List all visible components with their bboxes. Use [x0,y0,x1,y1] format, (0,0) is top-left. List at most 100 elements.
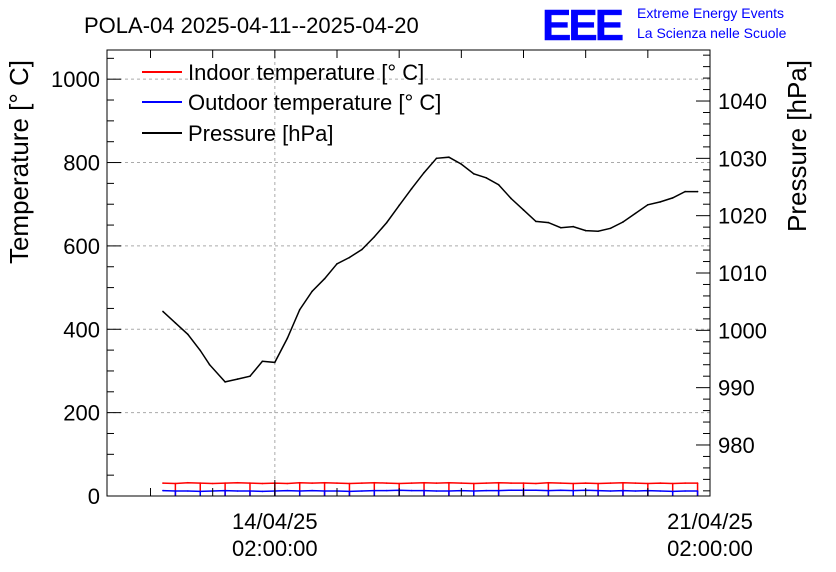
y2-tick-label: 1030 [718,146,767,171]
y2-tick-label: 1040 [718,89,767,114]
y2-tick-label: 980 [718,433,755,458]
data-point [535,482,537,485]
eee-logo-mark: EEE [542,1,623,50]
y-tick-label: 800 [63,151,100,176]
data-point [560,226,562,229]
x-tick-label-time: 02:00:00 [667,536,753,561]
data-point [497,183,500,186]
data-point [410,482,413,484]
data-point [622,221,624,223]
data-point [311,489,313,492]
legend-label-outdoor: Outdoor temperature [° C] [188,90,441,115]
data-point [634,482,637,484]
data-point [510,197,512,200]
data-point [199,349,202,352]
data-point [236,378,239,380]
series-indoor [162,481,699,496]
data-point [535,489,537,491]
data-point [274,361,276,364]
y2-axis-label: Pressure [hPa] [782,60,812,232]
data-point [398,204,400,207]
data-point [472,173,475,175]
data-point [162,489,164,492]
x-tick-label-date: 21/04/25 [667,509,753,534]
y2-tick-label: 1000 [718,318,767,343]
legend-label-pressure: Pressure [hPa] [188,121,334,146]
data-point [261,482,264,485]
data-point [385,221,388,224]
series-pressure [162,156,699,383]
data-point [435,490,438,492]
data-point [174,322,177,324]
data-point [162,482,164,484]
data-point [311,290,313,293]
y-tick-label: 200 [63,401,100,426]
data-point [361,248,363,251]
data-point [211,482,214,485]
data-point [311,482,313,484]
eee-logo: EEE Extreme Energy Events La Scienza nel… [542,1,787,51]
series-line [162,156,698,383]
data-point [684,190,686,193]
data-point [323,277,326,280]
data-point [584,229,587,232]
x-tick-label-date: 14/04/25 [232,509,318,534]
data-point [261,360,264,363]
data-point [485,482,488,484]
data-point [385,482,388,484]
chart-title: POLA-04 2025-04-11--2025-04-20 [84,13,419,38]
data-point [609,482,612,484]
axes: 0 200 400 600 800 1000 980 990 1000 1010 1020 1030 1… [51,49,767,561]
data-point [435,482,438,484]
data-point [224,381,226,383]
data-point [696,190,699,193]
y2-tick-label: 990 [718,376,755,401]
data-point [647,203,649,206]
data-point [448,156,450,159]
data-point [572,225,575,228]
y-tick-label: 0 [88,484,100,509]
legend-label-indoor: Indoor temperature [° C] [188,60,424,85]
data-point [348,256,351,259]
legend: Indoor temperature [° C] Outdoor tempera… [142,60,441,146]
data-point [435,157,438,160]
data-point [609,227,612,230]
data-point [659,490,662,492]
data-point [187,481,189,484]
series-outdoor [162,489,699,496]
y-tick-label: 400 [63,317,100,342]
data-point [547,221,550,224]
data-point [423,171,425,174]
y-tick-label: 600 [63,234,100,259]
logo-line-2: La Scienza nelle Scuole [637,25,787,41]
data-point [361,482,363,484]
data-point [162,310,164,313]
data-point [361,490,363,492]
data-point [659,201,662,203]
data-point [634,490,637,492]
data-point [659,482,662,484]
data-point [249,375,251,377]
data-point [286,337,289,340]
series-line [162,489,698,493]
data-point [684,490,686,492]
data-point [684,482,686,484]
data-point [187,490,189,492]
data-point [336,263,338,265]
logo-line-1: Extreme Energy Events [637,5,784,21]
data-point [560,482,562,484]
data-point [597,230,599,232]
data-point [187,333,189,336]
data-point [385,489,388,492]
data-point [460,482,463,484]
grid-lines [107,50,711,496]
data-point [671,197,674,199]
plot-frame [106,49,711,497]
data-point [298,308,301,311]
series-layer [162,156,699,496]
data-point [510,482,512,484]
data-point [286,482,289,485]
data-point [510,489,512,491]
data-point [634,212,637,215]
